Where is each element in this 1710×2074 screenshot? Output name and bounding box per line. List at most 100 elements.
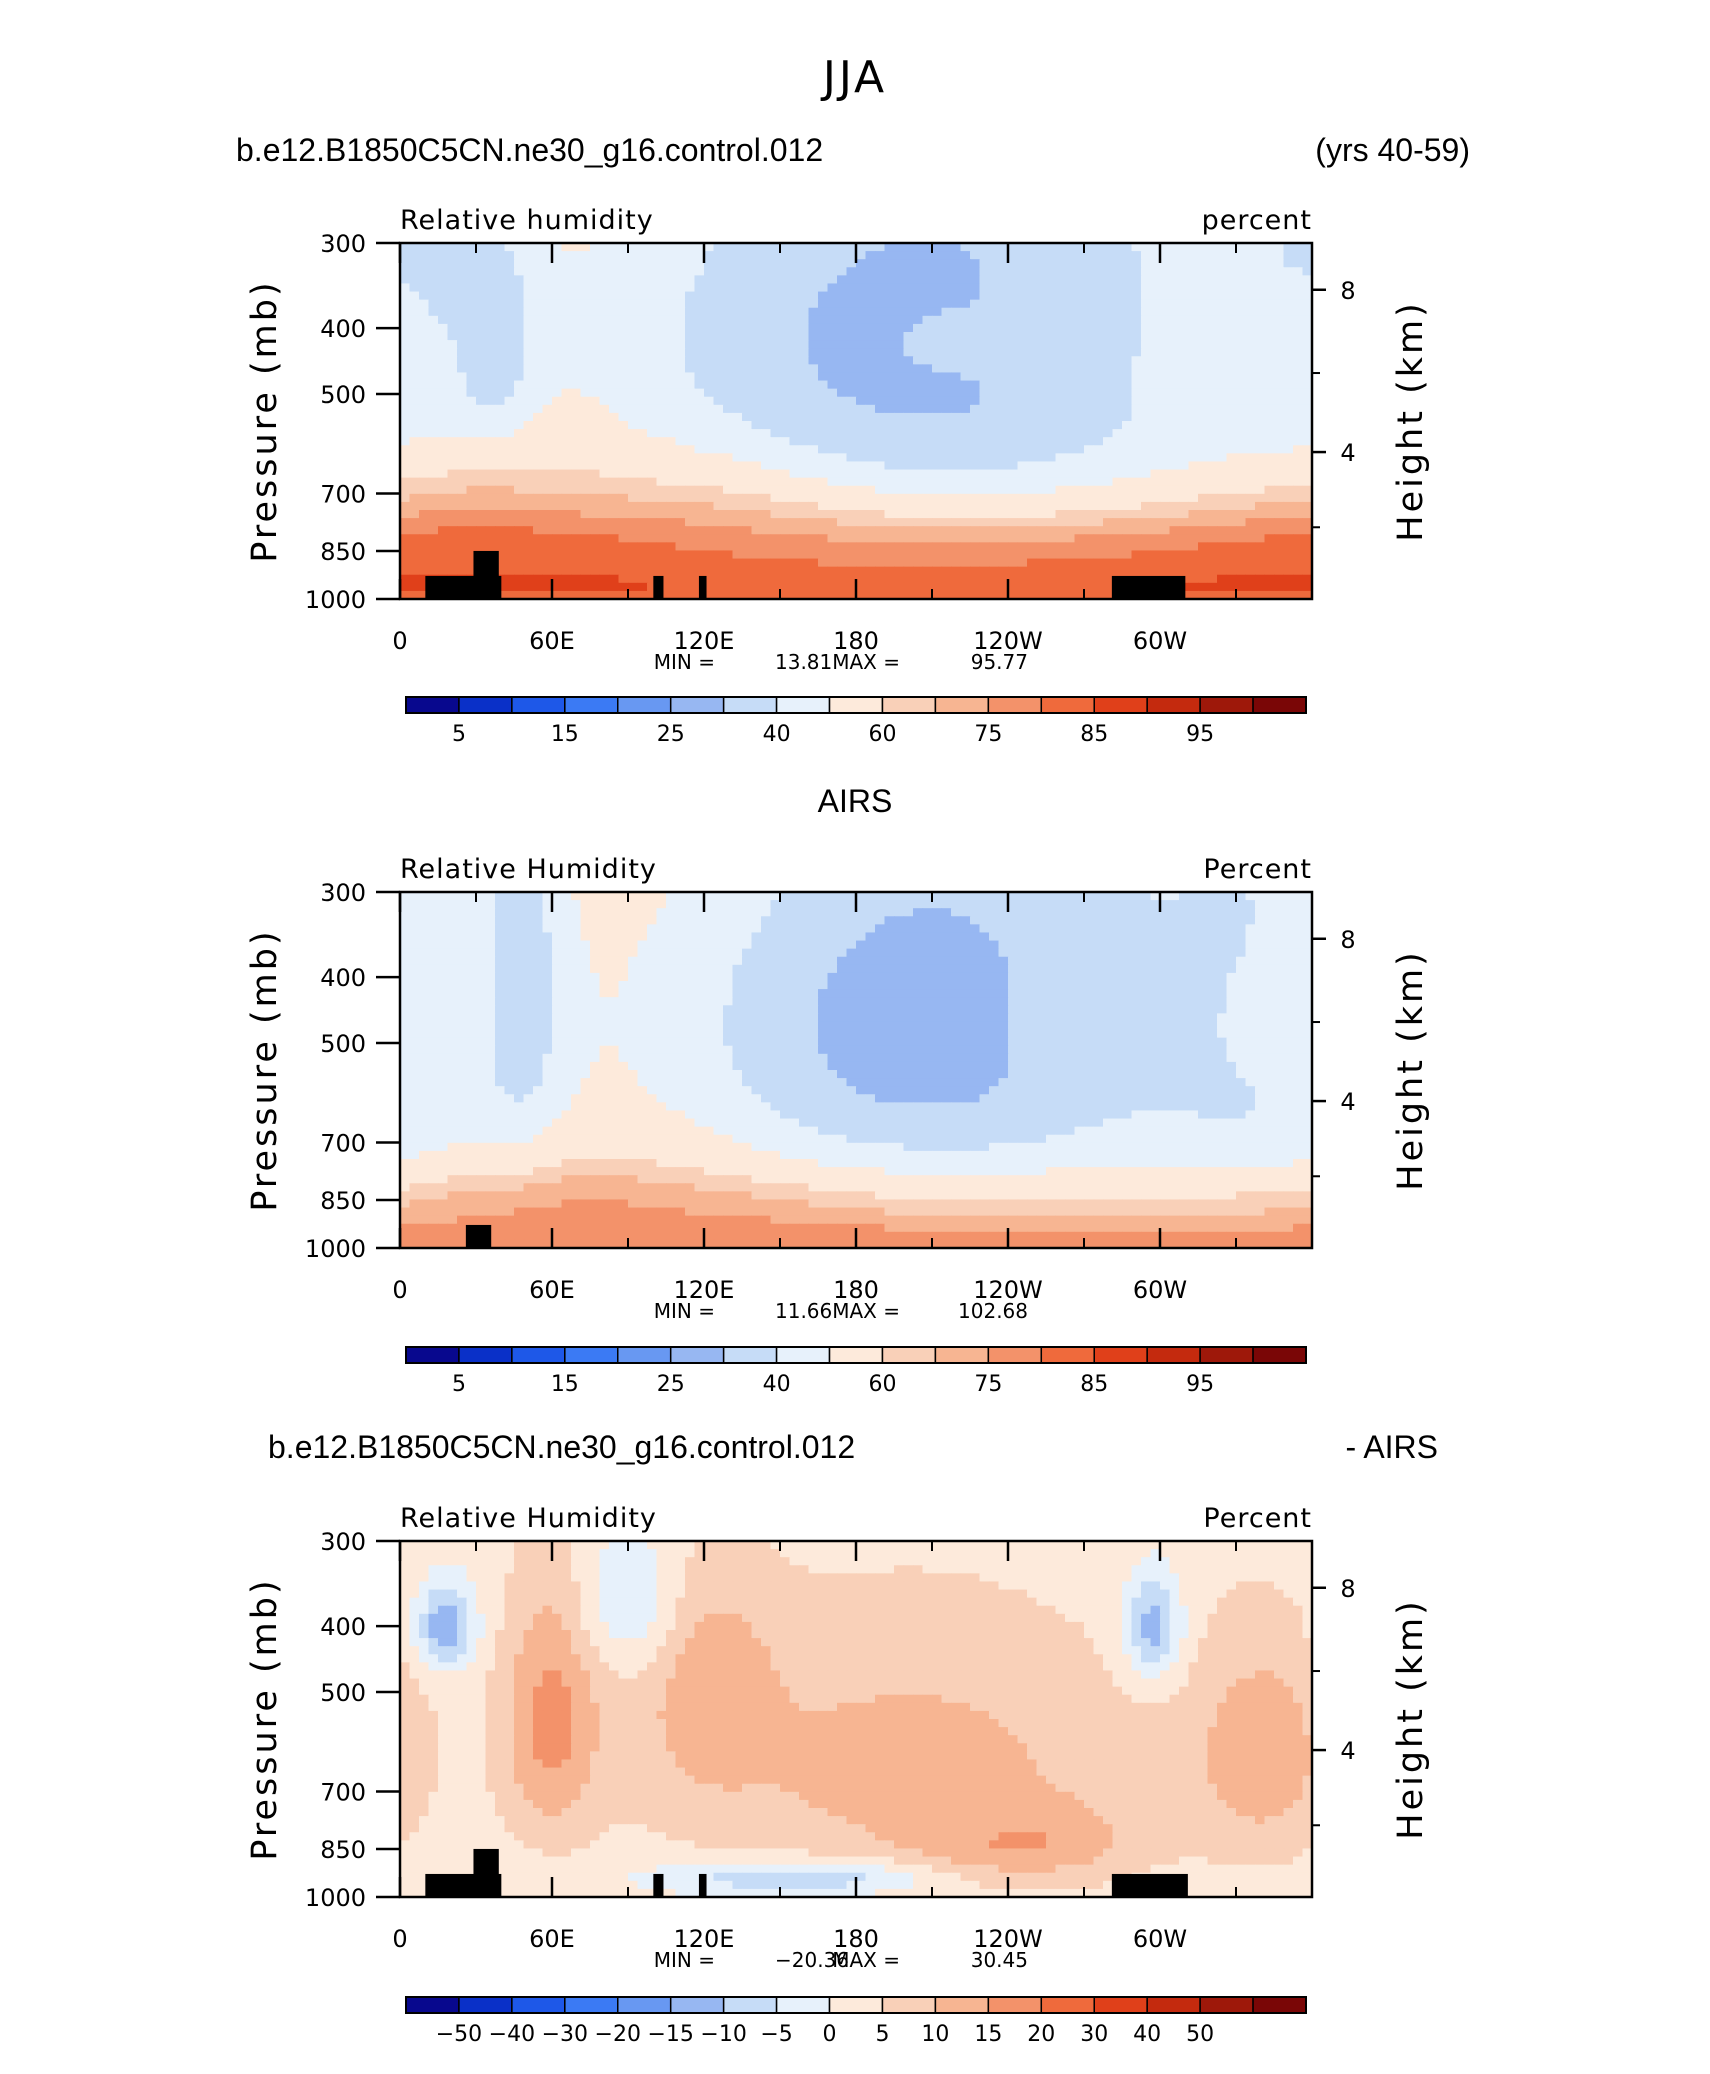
field-cell: [523, 510, 534, 519]
field-cell: [1255, 388, 1266, 398]
field-cell: [1198, 404, 1209, 414]
field-cell: [761, 542, 772, 552]
field-cell: [998, 275, 1009, 285]
field-cell: [827, 493, 838, 503]
field-cell: [1150, 437, 1161, 446]
field-cell: [1160, 380, 1171, 390]
field-cell: [1255, 501, 1266, 511]
field-cell: [732, 364, 743, 374]
field-cell: [1055, 477, 1066, 487]
field-cell: [523, 501, 534, 511]
field-cell: [1103, 267, 1114, 276]
field-cell: [1293, 558, 1304, 568]
field-cell: [457, 566, 468, 576]
field-cell: [1065, 542, 1076, 552]
field-cell: [979, 291, 990, 301]
field-cell: [1188, 582, 1199, 592]
field-cell: [742, 558, 753, 568]
field-cell: [1008, 566, 1019, 576]
field-cell: [808, 916, 819, 925]
field-cell: [533, 291, 544, 301]
field-cell: [704, 340, 715, 349]
field-cell: [1131, 243, 1142, 252]
field-cell: [590, 550, 601, 560]
topography-block: [698, 575, 707, 599]
field-cell: [922, 542, 933, 552]
field-cell: [1055, 348, 1066, 357]
field-cell: [618, 348, 629, 357]
field-cell: [523, 493, 534, 503]
field-cell: [1122, 364, 1133, 374]
field-cell: [1283, 307, 1294, 317]
field-cell: [1293, 275, 1304, 285]
field-cell: [1027, 924, 1038, 934]
field-cell: [1264, 526, 1275, 535]
field-cell: [1245, 243, 1256, 252]
field-cell: [789, 493, 800, 503]
field-cell: [1150, 469, 1161, 479]
field-cell: [808, 542, 819, 552]
field-cell: [799, 251, 810, 260]
field-cell: [998, 469, 1009, 479]
field-cell: [1084, 267, 1095, 276]
field-cell: [542, 412, 553, 422]
field-cell: [1226, 251, 1237, 260]
field-cell: [704, 892, 715, 901]
field-cell: [647, 412, 658, 422]
field-cell: [837, 307, 848, 317]
field-cell: [523, 485, 534, 495]
field-cell: [1236, 243, 1247, 252]
field-cell: [913, 421, 924, 430]
field-cell: [618, 501, 629, 511]
field-cell: [1046, 558, 1057, 568]
field-cell: [827, 412, 838, 422]
field-cell: [1207, 275, 1218, 285]
field-cell: [428, 315, 439, 325]
field-cell: [542, 916, 553, 925]
field-cell: [514, 356, 525, 365]
field-cell: [637, 396, 648, 406]
field-cell: [590, 916, 601, 925]
field-cell: [827, 340, 838, 349]
field-cell: [1283, 421, 1294, 430]
field-cell: [989, 558, 1000, 568]
field-cell: [656, 477, 667, 487]
field-cell: [970, 908, 981, 917]
field-cell: [723, 348, 734, 357]
field-cell: [523, 315, 534, 325]
field-cell: [571, 372, 582, 382]
field-cell: [1188, 526, 1199, 535]
field-cell: [894, 574, 905, 584]
field-cell: [609, 900, 620, 909]
field-cell: [998, 364, 1009, 374]
field-cell: [580, 404, 591, 414]
field-cell: [1179, 372, 1190, 382]
field-cell: [751, 356, 762, 365]
field-cell: [666, 307, 677, 317]
field-cell: [894, 550, 905, 560]
field-cell: [1036, 526, 1047, 535]
field-cell: [1046, 291, 1057, 301]
field-cell: [694, 323, 705, 333]
field-cell: [951, 259, 962, 268]
field-cell: [732, 412, 743, 422]
field-cell: [1293, 900, 1304, 909]
field-cell: [514, 461, 525, 471]
field-cell: [799, 501, 810, 511]
field-cell: [770, 932, 781, 942]
field-cell: [438, 243, 449, 252]
field-cell: [1217, 518, 1228, 527]
field-cell: [751, 469, 762, 479]
field-cell: [1274, 485, 1285, 495]
field-cell: [941, 518, 952, 527]
field-cell: [495, 501, 506, 511]
field-cell: [618, 558, 629, 568]
field-cell: [438, 437, 449, 446]
field-cell: [561, 307, 572, 317]
field-cell: [580, 477, 591, 487]
field-cell: [400, 421, 411, 430]
field-cell: [1236, 332, 1247, 341]
field-cell: [685, 340, 696, 349]
field-cell: [713, 534, 724, 543]
field-cell: [400, 566, 411, 576]
